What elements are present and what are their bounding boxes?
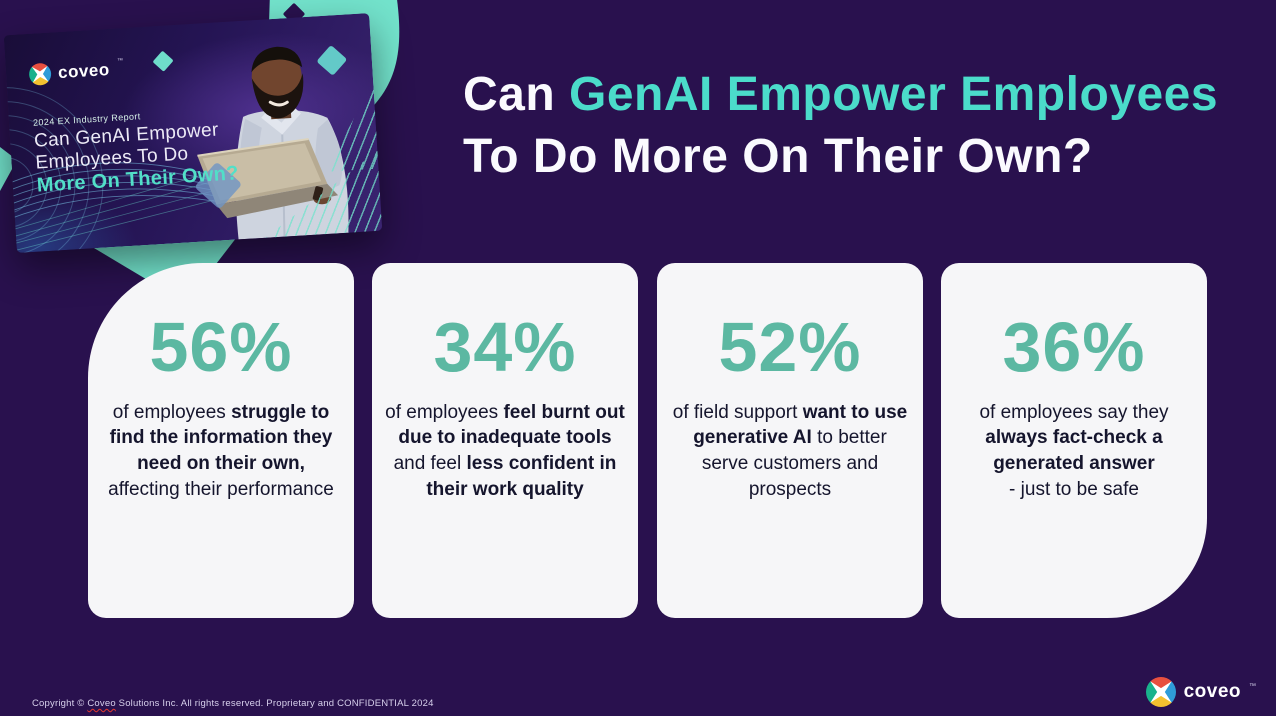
coveo-pinwheel-icon bbox=[1145, 677, 1176, 707]
coveo-wordmark: coveo bbox=[57, 59, 111, 83]
stat-value: 36% bbox=[1002, 308, 1146, 386]
main-heading: Can GenAI Empower Employees To Do More O… bbox=[463, 64, 1218, 188]
stat-description: of field support want to use generative … bbox=[672, 401, 908, 500]
coveo-wordmark: coveo bbox=[1183, 681, 1241, 702]
footer-copyright: Copyright © Coveo Solutions Inc. All rig… bbox=[32, 698, 434, 709]
stat-value: 52% bbox=[718, 308, 862, 386]
heading-line2: To Do More On Their Own? bbox=[463, 130, 1093, 183]
report-cover-card: coveo ™ 2024 EX Industry Report Can GenA… bbox=[3, 13, 383, 253]
report-title: Can GenAI Empower Employees To Do More O… bbox=[34, 118, 240, 196]
stat-card: 56% of employees struggle to find the in… bbox=[88, 263, 354, 618]
stat-description: of employees say they always fact-check … bbox=[979, 401, 1169, 500]
footer-coveo-logo: coveo ™ bbox=[1145, 677, 1256, 707]
stat-value: 34% bbox=[433, 308, 577, 386]
stat-card: 36% of employees say they always fact-ch… bbox=[941, 263, 1207, 618]
heading-line1-plain: Can bbox=[463, 68, 570, 121]
stat-card: 34% of employees feel burnt out due to i… bbox=[372, 263, 638, 618]
stat-description: of employees feel burnt out due to inade… bbox=[385, 401, 625, 500]
stat-value: 56% bbox=[149, 308, 293, 386]
trademark-symbol: ™ bbox=[1249, 683, 1256, 690]
stat-description: of employees struggle to find the inform… bbox=[108, 401, 334, 500]
trademark-symbol: ™ bbox=[116, 58, 124, 65]
heading-line1-highlight: GenAI Empower Employees bbox=[569, 68, 1219, 121]
coveo-pinwheel-icon bbox=[28, 62, 52, 86]
stat-card: 52% of field support want to use generat… bbox=[657, 263, 923, 618]
